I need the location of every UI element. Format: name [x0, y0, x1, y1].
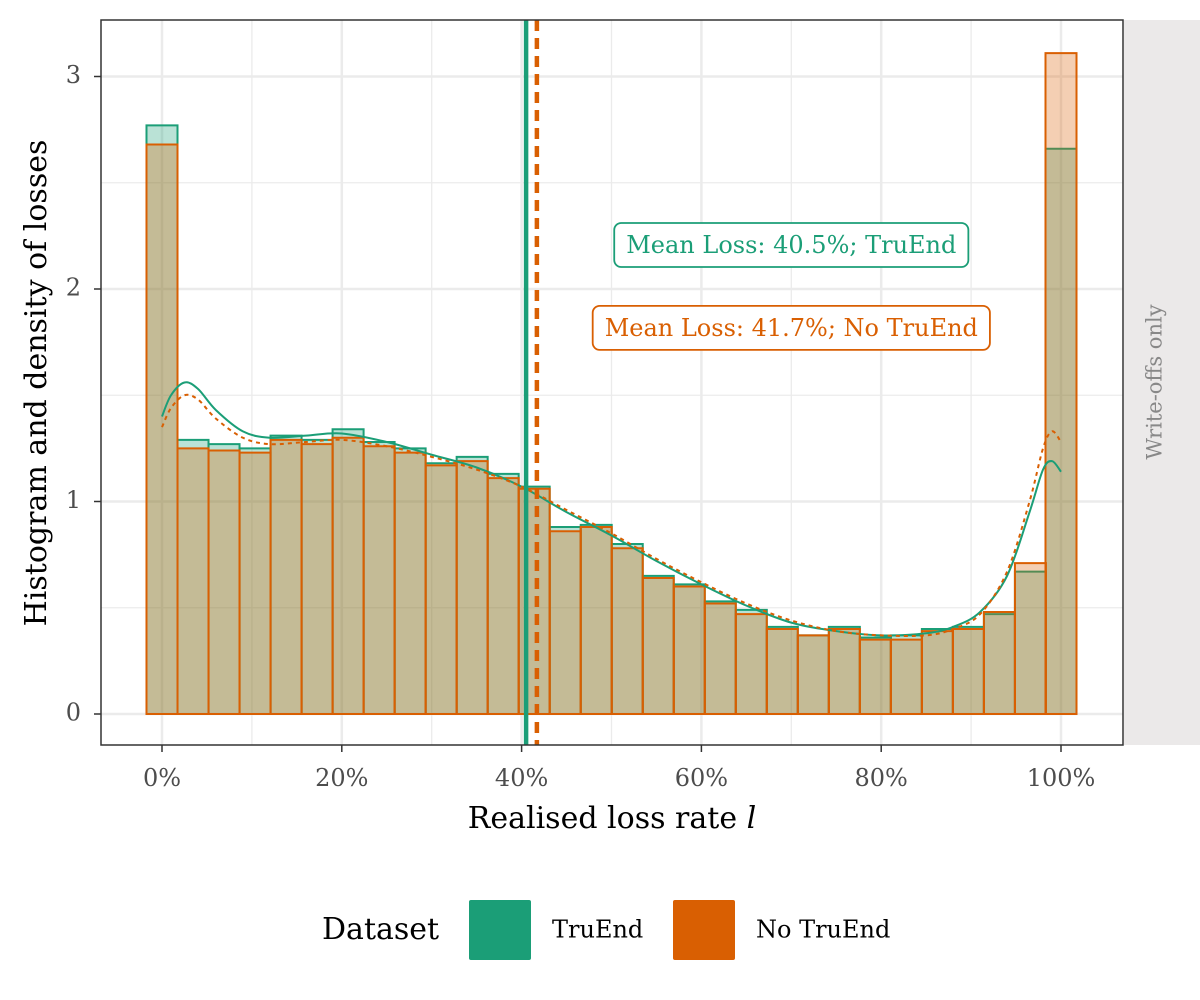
- histogram-bar: [424, 464, 458, 715]
- y-tick-label: 2: [66, 274, 81, 302]
- histogram-bar: [703, 602, 737, 715]
- histogram-bar: [517, 487, 551, 715]
- mean-lines: [523, 20, 540, 745]
- histogram-bar: [176, 438, 210, 715]
- x-tick-label: 40%: [495, 764, 548, 792]
- mean-annotation-label: Mean Loss: 40.5%; TruEnd: [613, 222, 970, 268]
- legend-title: Dataset: [322, 912, 439, 947]
- histogram-bar: [610, 543, 644, 715]
- histogram-bar: [1044, 52, 1078, 715]
- histogram-bar: [579, 523, 613, 715]
- histogram-bar: [455, 460, 489, 715]
- histogram-bar: [858, 638, 892, 715]
- mean-annotations: Mean Loss: 40.5%; TruEnd Mean Loss: 41.7%…: [591, 222, 991, 351]
- histogram-bar: [269, 438, 303, 715]
- annotation-text: Mean Loss: 41.7%; No TruEnd: [605, 314, 978, 342]
- histogram-bar: [238, 447, 272, 715]
- histogram-bar: [827, 625, 861, 715]
- histogram-bar: [207, 449, 241, 715]
- annotation-text: Mean Loss: 40.5%; TruEnd: [626, 231, 956, 259]
- histogram-bar: [145, 143, 179, 715]
- bar-series-no-truend: [145, 52, 1078, 715]
- bar-series-truend: [145, 124, 1078, 715]
- histogram-bar: [362, 445, 396, 715]
- histogram-bar: [765, 628, 799, 715]
- histogram-bar: [486, 477, 520, 715]
- y-tick-label: 3: [66, 61, 81, 89]
- histogram-bar: [176, 447, 210, 715]
- facet-strip-label: Write-offs only: [1143, 304, 1167, 459]
- legend: Dataset TruEnd No TruEnd: [322, 900, 890, 960]
- histogram-bar: [331, 436, 365, 715]
- x-tick-label: 100%: [1027, 764, 1096, 792]
- histogram-bar: [579, 526, 613, 715]
- histogram-bar: [610, 547, 644, 715]
- histogram-bar: [920, 630, 954, 715]
- histogram-bar: [672, 585, 706, 715]
- histogram-bars: [145, 52, 1078, 715]
- histogram-bar: [362, 441, 396, 715]
- histogram-bar: [1013, 562, 1047, 715]
- facet-strip: Write-offs only: [1124, 20, 1200, 745]
- density-curves: [161, 381, 1062, 638]
- x-tick-label: 80%: [855, 764, 908, 792]
- legend-key: [673, 900, 735, 960]
- x-tick-label: 60%: [675, 764, 728, 792]
- density-curve-no-truend: [161, 393, 1062, 638]
- histogram-bar: [393, 451, 427, 715]
- y-axis-title: Histogram and density of losses: [19, 140, 54, 627]
- legend-label: TruEnd: [552, 916, 643, 944]
- y-axis: 0 1 2 3: [66, 61, 101, 727]
- legend-item-truend: TruEnd: [469, 900, 643, 960]
- facet-strip-background: [1124, 20, 1200, 745]
- y-tick-label: 1: [66, 486, 81, 514]
- annotation-box: [613, 222, 970, 268]
- panel-border: [100, 19, 1124, 746]
- y-tick-label: 0: [66, 699, 81, 727]
- histogram-bar: [641, 577, 675, 715]
- legend-item-no-truend: No TruEnd: [673, 900, 890, 960]
- histogram-bar: [734, 613, 768, 715]
- histogram-bar: [548, 530, 582, 715]
- x-axis-title: Realised loss rate l: [468, 801, 756, 836]
- histogram-bar: [951, 628, 985, 715]
- legend-label: No TruEnd: [756, 916, 890, 944]
- histogram-bar: [889, 638, 923, 715]
- histogram-bar: [827, 628, 861, 715]
- mean-annotation-label: Mean Loss: 41.7%; No TruEnd: [591, 304, 991, 351]
- histogram-bar: [300, 443, 334, 715]
- x-tick-label: 0%: [143, 764, 181, 792]
- histogram-bar: [238, 451, 272, 715]
- histogram-bar: [796, 634, 830, 715]
- annotation-box: [591, 304, 991, 351]
- x-axis: 0% 20% 40% 60% 80% 100%: [143, 745, 1095, 792]
- x-tick-label: 20%: [315, 764, 368, 792]
- histogram-bar: [982, 611, 1016, 715]
